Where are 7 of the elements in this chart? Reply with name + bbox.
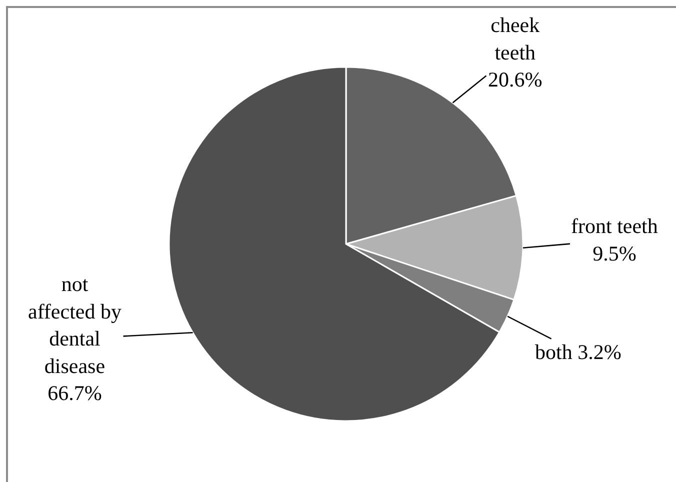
data-label: 9.5%: [592, 241, 636, 266]
slice-label: front teeth: [571, 214, 658, 238]
data-label: 66.7%: [48, 381, 102, 406]
data-label: 20.6%: [488, 68, 542, 92]
slice-label: cheek teeth: [490, 13, 540, 64]
slice-label: both 3.2%: [535, 340, 622, 364]
slice-label: not affected by dental disease: [28, 272, 122, 378]
